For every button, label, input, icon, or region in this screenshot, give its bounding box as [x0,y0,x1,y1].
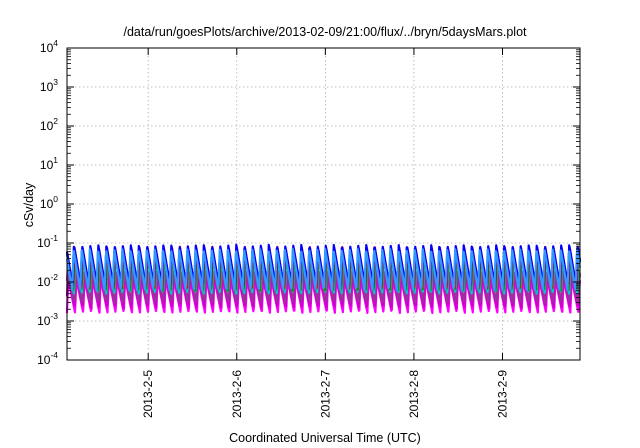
y-tick-label: 10-3 [37,311,58,328]
x-axis-label: Coordinated Universal Time (UTC) [229,431,421,445]
y-tick-label: 104 [40,38,58,55]
y-tick-label: 10-4 [37,350,58,367]
series-layer [65,243,582,315]
chart-title: /data/run/goesPlots/archive/2013-02-09/2… [123,25,527,39]
x-tick-label: 2013-2-6 [230,370,244,418]
x-tick-label: 2013-2-5 [141,370,155,418]
x-tick-label: 2013-2-7 [318,370,332,418]
y-tick-label: 103 [40,77,58,94]
grid-lines [67,48,580,360]
y-tick-label: 100 [40,194,58,211]
x-tick-label: 2013-2-8 [407,370,421,418]
y-tick-label: 10-1 [37,233,58,250]
x-tick-label: 2013-2-9 [495,370,509,418]
x-axis: 2013-2-5 2013-2-6 2013-2-7 2013-2-8 2013-2-9 [141,48,509,418]
y-tick-label: 10-2 [37,272,58,289]
y-tick-label: 101 [40,155,58,172]
y-tick-label: 102 [40,116,58,133]
series-line [65,247,582,292]
y-axis: 10-4 10-3 10-2 10-1 100 101 102 103 104 [37,38,580,367]
y-axis-label: cSv/day [22,182,36,227]
